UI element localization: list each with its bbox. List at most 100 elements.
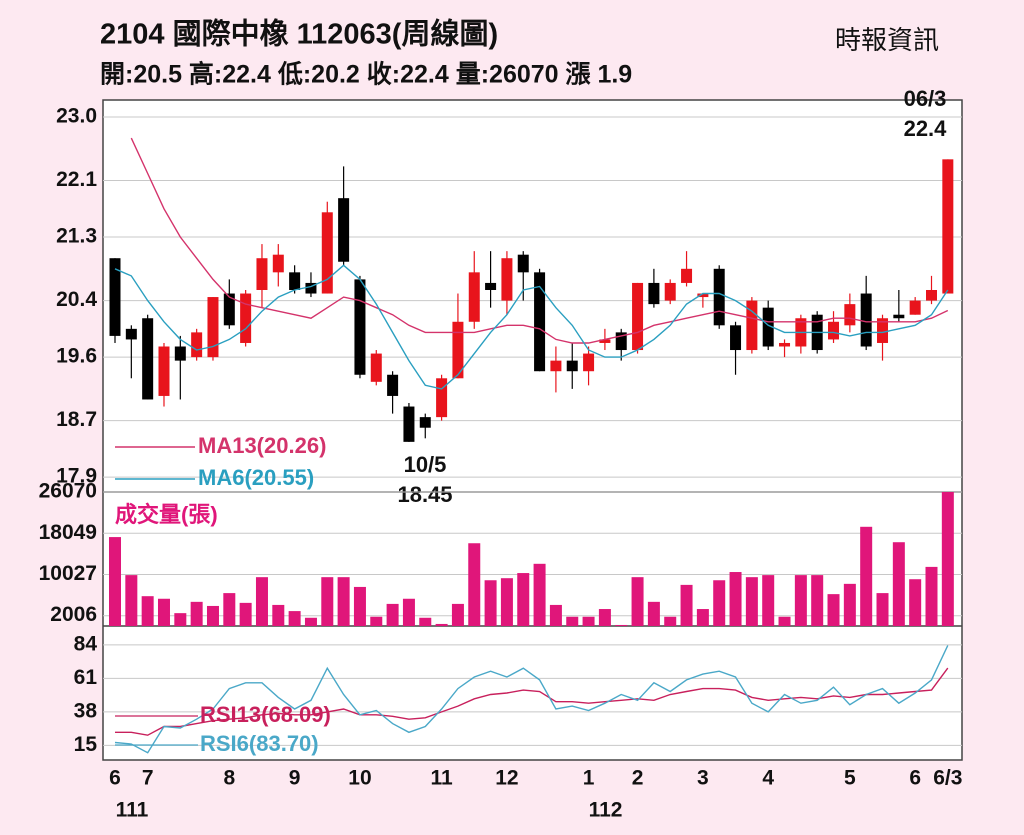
- bar: [549, 604, 562, 626]
- candle-body: [289, 272, 301, 290]
- candle-body: [713, 268, 725, 326]
- chart-subtitle: 開:20.5 高:22.4 低:20.2 收:22.4 量:26070 漲 1.…: [100, 60, 632, 89]
- bar: [500, 578, 513, 626]
- candle-body: [158, 346, 170, 396]
- bar: [337, 577, 350, 626]
- candle-body: [681, 268, 693, 283]
- candle-body: [779, 342, 791, 347]
- candle-body: [321, 212, 333, 294]
- bar: [745, 577, 758, 626]
- bar: [713, 580, 726, 626]
- candle-body: [436, 378, 448, 418]
- bar: [909, 579, 922, 626]
- bar: [680, 584, 693, 626]
- bar: [811, 575, 824, 626]
- candle-body: [746, 300, 758, 351]
- bar: [468, 543, 481, 626]
- y-tick-label: 17.9: [56, 465, 97, 488]
- y-tick-label: 38: [74, 699, 98, 722]
- y-tick-label: 22.1: [56, 168, 97, 191]
- candle-body: [762, 307, 774, 347]
- candle-body: [354, 279, 366, 375]
- x-tick-label: 2: [632, 767, 644, 790]
- bar: [125, 575, 138, 626]
- y-tick-label: 2006: [50, 603, 97, 626]
- bar: [517, 573, 530, 626]
- bar: [696, 609, 709, 626]
- series-line: [114, 645, 949, 754]
- bar: [174, 613, 187, 626]
- candle-body: [370, 353, 382, 382]
- candle-body: [256, 258, 268, 290]
- bar: [109, 537, 121, 626]
- bar: [157, 598, 170, 626]
- chart-title: 2104 國際中橡 112063(周線圖): [100, 17, 498, 51]
- bar: [876, 593, 889, 626]
- x-tick-label: 4: [762, 767, 774, 790]
- candle-body: [909, 300, 921, 315]
- bar: [778, 616, 791, 626]
- bar: [304, 617, 317, 626]
- panel-title: 成交量(張): [115, 502, 218, 527]
- x-tick-label: 9: [289, 767, 301, 790]
- bar: [615, 624, 628, 626]
- bar: [239, 602, 252, 626]
- x-tick-label: 3: [697, 767, 709, 790]
- candle-body: [109, 258, 121, 336]
- candle-body: [223, 293, 235, 326]
- bar: [647, 601, 660, 626]
- x-year-label: 111: [116, 799, 149, 822]
- bar: [827, 594, 840, 626]
- bar: [533, 563, 546, 626]
- bar: [272, 604, 285, 626]
- bar: [402, 598, 415, 626]
- x-year-label: 112: [589, 799, 623, 822]
- bar: [925, 566, 938, 626]
- y-tick-label: 20.4: [56, 288, 97, 311]
- candle-body: [566, 360, 578, 372]
- x-tick-label: 6/3: [933, 767, 962, 790]
- x-tick-label: 1: [583, 767, 595, 790]
- candle-body: [860, 293, 872, 347]
- y-tick-label: 18.7: [56, 408, 97, 431]
- candle-body: [468, 272, 480, 322]
- y-tick-label: 19.6: [56, 345, 97, 368]
- candle-body: [207, 297, 219, 358]
- candle-body: [305, 282, 317, 294]
- candle-body: [550, 360, 562, 372]
- candle-body: [664, 282, 676, 301]
- candle-body: [403, 406, 415, 442]
- y-tick-label: 10027: [39, 562, 97, 585]
- bar: [729, 572, 742, 626]
- legend-label: MA6(20.55): [198, 465, 314, 490]
- candle-body: [893, 314, 905, 319]
- x-tick-label: 7: [142, 767, 154, 790]
- x-tick-label: 6: [109, 767, 121, 790]
- y-tick-label: 21.3: [56, 225, 97, 248]
- x-tick-label: 12: [495, 767, 518, 790]
- candle-body: [828, 321, 840, 340]
- y-tick-label: 15: [74, 733, 98, 756]
- candle-body: [452, 321, 464, 379]
- x-tick-label: 10: [348, 767, 371, 790]
- candle-body: [485, 282, 497, 290]
- legend-label: MA13(20.26): [198, 433, 326, 458]
- plot-frame: [102, 99, 963, 761]
- x-tick-label: 6: [909, 767, 921, 790]
- series-line: [115, 667, 949, 736]
- candle-body: [615, 332, 627, 351]
- annotation: 06/3: [904, 86, 947, 111]
- candle-body: [926, 289, 937, 301]
- x-tick-label: 8: [223, 767, 235, 790]
- x-tick-label: 5: [844, 767, 856, 790]
- candle-body: [517, 254, 529, 273]
- source: 時報資訊: [835, 25, 939, 55]
- y-tick-label: 61: [74, 666, 98, 689]
- bar: [255, 577, 268, 626]
- bar: [288, 611, 301, 626]
- bar: [386, 603, 399, 626]
- bar: [941, 492, 954, 626]
- bar: [892, 542, 905, 626]
- bar: [206, 605, 219, 626]
